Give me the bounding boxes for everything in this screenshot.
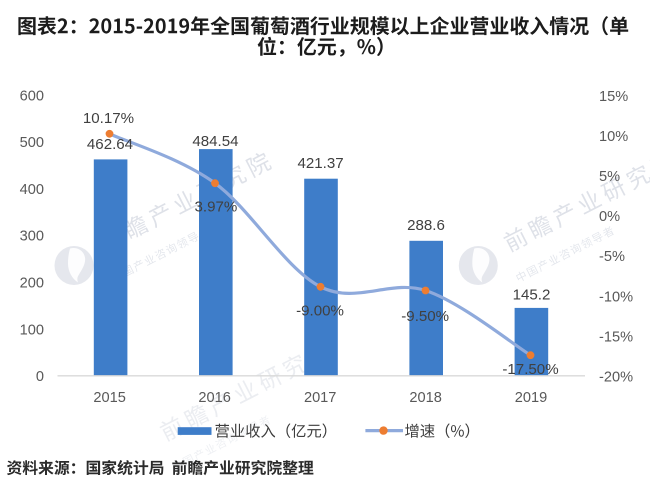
svg-text:145.2: 145.2 xyxy=(513,287,551,304)
svg-text:2019: 2019 xyxy=(515,390,547,406)
svg-text:2017: 2017 xyxy=(304,390,336,406)
svg-text:300: 300 xyxy=(20,229,44,245)
svg-text:2016: 2016 xyxy=(198,390,230,406)
svg-text:-5%: -5% xyxy=(599,249,625,265)
svg-text:421.37: 421.37 xyxy=(298,155,344,172)
svg-text:15%: 15% xyxy=(599,89,628,105)
svg-text:484.54: 484.54 xyxy=(192,133,238,150)
svg-text:-9.50%: -9.50% xyxy=(401,308,449,325)
svg-text:-15%: -15% xyxy=(599,329,633,345)
svg-text:200: 200 xyxy=(20,276,44,292)
svg-text:100: 100 xyxy=(20,322,44,338)
svg-text:2015: 2015 xyxy=(93,390,125,406)
svg-text:5%: 5% xyxy=(599,169,620,185)
svg-text:0%: 0% xyxy=(599,209,620,225)
svg-text:-20%: -20% xyxy=(599,370,633,386)
svg-text:3.97%: 3.97% xyxy=(194,199,237,216)
svg-text:462.64: 462.64 xyxy=(87,136,133,153)
svg-text:500: 500 xyxy=(20,135,44,151)
svg-text:400: 400 xyxy=(20,182,44,198)
svg-text:-17.50%: -17.50% xyxy=(502,361,558,378)
svg-text:2018: 2018 xyxy=(409,390,441,406)
svg-text:0: 0 xyxy=(36,369,44,385)
svg-text:10.17%: 10.17% xyxy=(83,110,134,127)
svg-text:10%: 10% xyxy=(599,129,628,145)
svg-text:-10%: -10% xyxy=(599,289,633,305)
svg-text:-9.00%: -9.00% xyxy=(296,303,344,320)
svg-text:288.6: 288.6 xyxy=(407,217,445,234)
svg-text:600: 600 xyxy=(20,88,44,104)
